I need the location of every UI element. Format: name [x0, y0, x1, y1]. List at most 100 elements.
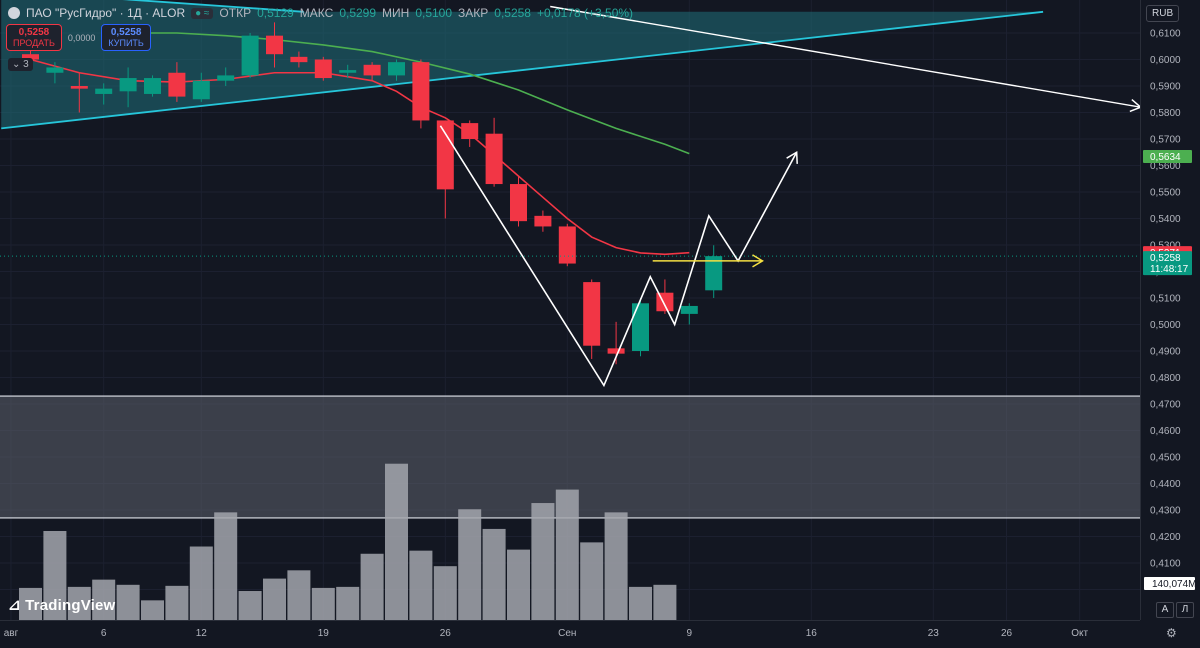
volume-bar: [531, 503, 555, 620]
status-pill[interactable]: ● ≈: [191, 7, 214, 19]
candle-body: [436, 120, 454, 190]
candle-body: [144, 78, 161, 94]
countdown-label: 11:48:17: [1150, 264, 1189, 275]
candle-body: [119, 78, 137, 92]
candle-body: [363, 64, 381, 76]
candle-body: [241, 35, 259, 76]
chart-header: ПАО "РусГидро" · 1Д · ALOR ● ≈ ОТКР 0,512…: [8, 6, 633, 20]
volume-bar: [19, 587, 42, 620]
candle-body: [680, 305, 698, 314]
volume-bar: [604, 512, 628, 620]
price-tick-label: 0,4900: [1150, 347, 1181, 358]
symbol-title[interactable]: ПАО "РусГидро" · 1Д · ALOR: [26, 6, 186, 20]
price-tick-label: 0,4200: [1150, 532, 1181, 543]
chevron-down-icon: ⌄: [12, 59, 24, 70]
currency-selector[interactable]: RUB: [1146, 5, 1180, 22]
candle-body: [168, 72, 186, 97]
candle-body: [388, 62, 405, 76]
time-tick-label: 26: [440, 628, 452, 639]
volume-label-text: 140,074M: [1152, 579, 1196, 590]
candle-body: [534, 215, 552, 227]
volume-bar: [409, 550, 433, 620]
indicators-toggle[interactable]: ⌄ 3: [8, 58, 33, 71]
price-tick-label: 0,4700: [1150, 400, 1181, 411]
candle-body: [217, 75, 235, 81]
price-tick-label: 0,5800: [1150, 108, 1181, 119]
candle-body: [412, 62, 430, 121]
price-tick-label: 0,5900: [1150, 82, 1181, 93]
price-tick-label: 0,4800: [1150, 373, 1181, 384]
candle-body: [290, 56, 308, 63]
volume-bar: [263, 578, 286, 620]
volume-bar: [189, 546, 213, 620]
volume-bar: [580, 542, 604, 620]
price-tick-label: 0,5600: [1150, 161, 1181, 172]
price-label-bg: [1143, 251, 1192, 276]
price-tick-label: 0,6100: [1150, 29, 1181, 40]
price-tick-label: 0,4500: [1150, 453, 1181, 464]
volume-bars: [19, 463, 677, 620]
sell-price: 0,5258: [18, 27, 50, 38]
time-tick-label: 9: [687, 628, 693, 639]
sell-label: ПРОДАТЬ: [13, 38, 55, 48]
tv-logo-icon: ⊿: [8, 597, 26, 614]
price-tick-label: 0,4400: [1150, 479, 1181, 490]
high-value: 0,5299: [339, 6, 377, 20]
volume-bar: [287, 570, 311, 620]
time-tick-label: 26: [1001, 628, 1013, 639]
price-tick-label: 0,5500: [1150, 188, 1181, 199]
volume-bar: [385, 463, 408, 620]
candle-body: [510, 184, 527, 222]
log-scale-button[interactable]: Л: [1176, 602, 1194, 618]
price-tick-label: 0,4300: [1150, 506, 1181, 517]
candle-body: [192, 80, 210, 100]
candle-body: [705, 256, 723, 291]
candle-body: [632, 303, 649, 351]
price-axis-bg: [1140, 0, 1200, 648]
close-value: 0,5258: [494, 6, 531, 20]
candle-body: [461, 123, 479, 139]
volume-bar: [507, 549, 530, 620]
candle-body: [607, 348, 625, 354]
volume-label-bg: [1144, 577, 1195, 590]
time-tick-label: Сен: [558, 628, 576, 639]
volume-bar: [360, 553, 384, 620]
price-tick-label: 0,5700: [1150, 135, 1181, 146]
volume-bar: [92, 579, 116, 620]
open-label: ОТКР: [219, 6, 252, 20]
time-tick-label: авг: [4, 628, 19, 639]
high-label: МАКС: [299, 6, 334, 20]
price-tick-label: 0,5000: [1150, 320, 1181, 331]
volume-bar: [165, 585, 189, 620]
volume-bar: [653, 584, 677, 620]
symbol-icon: [8, 7, 20, 19]
low-value: 0,5100: [415, 6, 453, 20]
price-tick-label: 0,6000: [1150, 55, 1181, 66]
gear-icon[interactable]: ⚙: [1166, 626, 1177, 640]
volume-bar: [116, 584, 140, 620]
volume-bar: [311, 587, 335, 620]
change-value: +0,0178 (+3,50%): [536, 6, 634, 20]
price-tick-label: 0,5300: [1150, 241, 1181, 252]
time-tick-label: 19: [318, 628, 330, 639]
candle-body: [95, 88, 113, 94]
volume-bar: [458, 509, 482, 620]
candle-body: [266, 35, 283, 55]
price-tick-label: 0,4100: [1150, 559, 1181, 570]
sell-button[interactable]: 0,5258 ПРОДАТЬ: [6, 24, 62, 51]
open-value: 0,5129: [257, 6, 294, 20]
candle-body: [558, 226, 576, 264]
volume-bar: [336, 586, 360, 620]
trend-arrow: [550, 5, 1140, 113]
spread-value: 0,0000: [67, 32, 96, 43]
plot-area: [0, 0, 1140, 620]
price-tick-label: 0,4600: [1150, 426, 1181, 437]
volume-bar: [238, 591, 262, 620]
time-tick-label: 12: [196, 628, 208, 639]
time-tick-label: 16: [806, 628, 818, 639]
price-label-text: 0,5258: [1150, 253, 1181, 264]
auto-scale-button[interactable]: A: [1156, 602, 1174, 618]
buy-button[interactable]: 0,5258 КУПИТЬ: [101, 24, 151, 51]
brand-text: TradingView: [25, 597, 116, 614]
